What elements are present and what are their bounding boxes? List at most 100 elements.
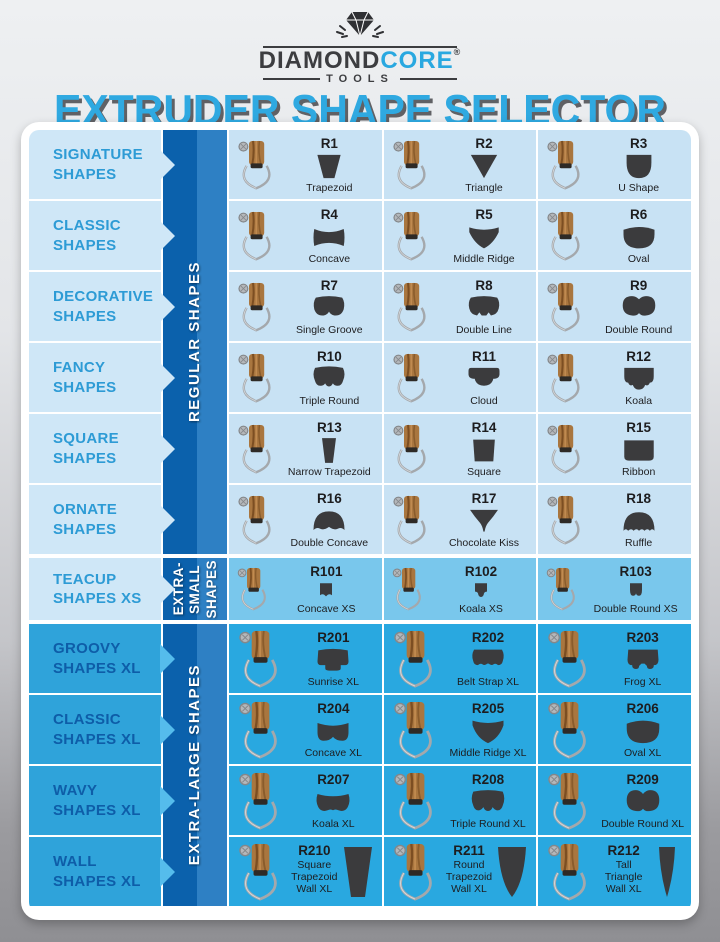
shape-name: Double Round XL [601, 818, 685, 830]
shape-info: R16 Double Concave [283, 487, 376, 552]
shape-silhouette-icon [623, 512, 655, 531]
shape-cell-r210: R210 Square Trapezoid Wall XL [229, 837, 382, 906]
shape-cell-r204: R204 Concave XL [229, 695, 382, 764]
shape-code: R17 [471, 491, 497, 506]
category-label: CLASSIC SHAPES [29, 201, 175, 270]
extruder-tool-photo [547, 567, 576, 611]
shape-name: Oval [627, 253, 650, 265]
section-regular: REGULAR SHAPES SIGNATURE SHAPES R1 Trapezoi… [29, 130, 691, 554]
extruder-tool-photo [393, 843, 432, 901]
shape-cell-r3: R3 U Shape [538, 130, 691, 199]
shape-silhouette-icon [317, 154, 341, 179]
shape-silhouette-icon [468, 296, 500, 316]
shape-info: R6 Oval [592, 203, 685, 268]
shape-silhouette-icon [623, 367, 654, 390]
category-label: SQUARE SHAPES [29, 414, 175, 483]
shape-name: Square [467, 466, 501, 478]
shape-name: Oval XL [623, 747, 662, 759]
shape-silhouette-icon [313, 228, 345, 247]
shape-cell-r9: R9 Double Round [538, 272, 691, 341]
shape-name: Round Trapezoid Wall XL [445, 859, 493, 896]
shape-info: R209 Double Round XL [600, 768, 685, 833]
shape-info: R14 Square [438, 416, 531, 481]
shape-cell-r208: R208 Triple Round XL [383, 766, 537, 835]
band-label: EXTRA-LARGE SHAPES [186, 664, 204, 866]
shape-cell-r102: R102 Koala XS [383, 558, 537, 620]
extruder-tool-photo [393, 282, 426, 331]
shape-info: R18 Ruffle [592, 487, 685, 552]
shape-code: R208 [471, 772, 505, 787]
section-xl: EXTRA-LARGE SHAPES GROOVY SHAPES XL R201 Su… [29, 624, 691, 906]
shape-code: R203 [626, 630, 659, 645]
shape-name: Triple Round XL [450, 818, 526, 830]
shape-silhouette-icon [316, 793, 350, 811]
shape-table: REGULAR SHAPES SIGNATURE SHAPES R1 Trapezoi… [29, 130, 691, 912]
shape-silhouette-icon [472, 720, 504, 744]
extruder-tool-photo [547, 211, 580, 260]
shape-cell-r14: R14 Square [383, 414, 537, 483]
shape-cell-r101: R101 Concave XS [229, 558, 382, 620]
shape-cell-r12: R12 Koala [538, 343, 691, 412]
extruder-tool-photo [547, 353, 580, 402]
extruder-tool-photo [393, 140, 426, 189]
shape-info: R17 Chocolate Kiss [438, 487, 531, 552]
shape-info: R3 U Shape [592, 132, 685, 197]
extruder-tool-photo [239, 772, 277, 830]
shape-name: Double Line [455, 324, 513, 336]
extruder-tool-photo [548, 772, 587, 830]
shape-cell-r206: R206 Oval XL [538, 695, 691, 764]
shape-info: R1 Trapezoid [283, 132, 376, 197]
shape-silhouette-icon [659, 846, 675, 897]
shape-name: Koala [625, 395, 653, 407]
shape-name: Concave XL [304, 747, 362, 759]
shape-cell-r207: R207 Koala XL [229, 766, 382, 835]
shape-code: R102 [464, 564, 498, 579]
shape-silhouette-icon [322, 438, 337, 463]
shape-name: Narrow Trapezoid [287, 466, 371, 478]
category-label: TEACUP SHAPES XS [29, 558, 175, 620]
shape-info: R205 Middle Ridge XL [446, 697, 531, 762]
section-xs: EXTRA- SMALL SHAPES TEACUP SHAPES XS R101 Con… [29, 558, 691, 620]
shape-cell-r10: R10 Triple Round [229, 343, 382, 412]
category-label: ORNATE SHAPES [29, 485, 175, 554]
brand-core: CORE [380, 47, 454, 74]
brand-name: DIAMONDCORE® [258, 47, 462, 74]
extruder-tool-photo [238, 211, 271, 260]
shape-code: R103 [619, 564, 652, 579]
shape-name: Square Trapezoid Wall XL [291, 859, 338, 896]
shape-silhouette-icon [343, 846, 372, 897]
shape-cell-r211: R211 Round Trapezoid Wall XL [383, 837, 537, 906]
shape-silhouette-icon [627, 649, 659, 670]
category-label: CLASSIC SHAPES XL [29, 695, 175, 764]
shape-name: Sunrise XL [307, 676, 360, 688]
shape-info: R10 Triple Round [283, 345, 376, 410]
shape-cell-r7: R7 Single Groove [229, 272, 382, 341]
shape-silhouette-icon [313, 511, 345, 531]
extruder-tool-photo [239, 630, 277, 688]
shape-code: R10 [316, 349, 342, 364]
shape-code: R6 [630, 207, 648, 222]
shape-name: Koala XS [459, 603, 503, 615]
shape-info: R204 Concave XL [291, 697, 376, 762]
shape-cell-r5: R5 Middle Ridge [383, 201, 537, 270]
shape-info: R201 Sunrise XL [291, 626, 376, 691]
shape-cell-r6: R6 Oval [538, 201, 691, 270]
shape-info: R202 Belt Strap XL [446, 626, 531, 691]
extruder-tool-photo [393, 353, 426, 402]
extruder-tool-photo [238, 282, 271, 331]
shape-code: R5 [475, 207, 493, 222]
shape-code: R15 [626, 420, 652, 435]
shape-name: Single Groove [296, 324, 363, 336]
category-label: WAVY SHAPES XL [29, 766, 175, 835]
shape-code: R11 [471, 349, 496, 364]
shape-cell-r8: R8 Double Line [383, 272, 537, 341]
shape-code: R2 [475, 136, 493, 151]
shape-name: Double Concave [290, 537, 369, 549]
shape-name: Concave XS [297, 603, 356, 615]
band-label: SHAPES [203, 559, 219, 619]
shape-name: Double Round [605, 324, 673, 336]
shape-code: R201 [317, 630, 350, 645]
shape-name: Concave [308, 253, 351, 265]
shape-code: R18 [626, 491, 652, 506]
shape-info: R12 Koala [592, 345, 685, 410]
